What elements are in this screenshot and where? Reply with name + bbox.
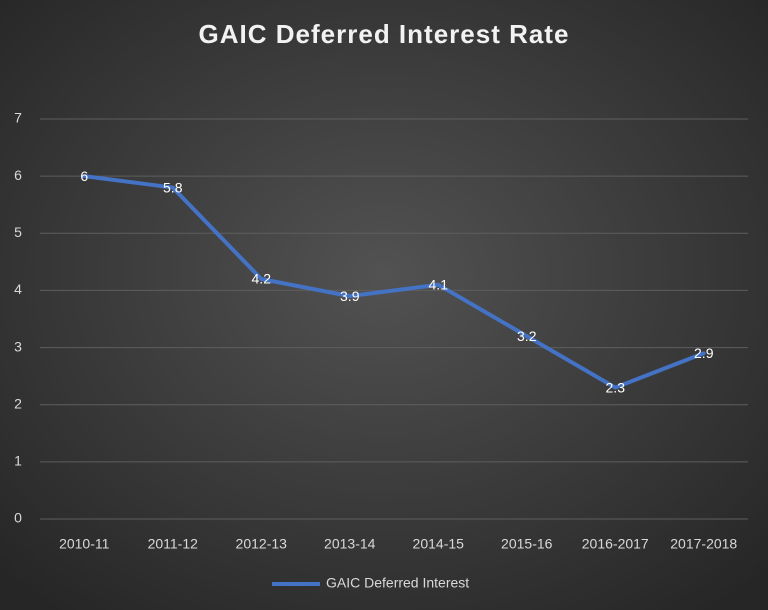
data-label: 4.1	[429, 276, 449, 292]
data-label: 2.3	[606, 379, 626, 395]
y-tick-label: 0	[14, 510, 22, 526]
y-tick-label: 2	[14, 395, 22, 411]
data-label: 3.2	[517, 328, 537, 344]
y-tick-label: 6	[14, 167, 22, 183]
y-tick-label: 4	[14, 281, 22, 297]
x-tick-label: 2012-13	[236, 536, 288, 552]
legend-label: GAIC Deferred Interest	[326, 575, 469, 591]
data-label: 5.8	[163, 179, 183, 195]
y-tick-label: 1	[14, 453, 22, 469]
y-tick-label: 7	[14, 110, 22, 126]
x-tick-label: 2015-16	[501, 536, 553, 552]
data-label: 3.9	[340, 288, 360, 304]
x-tick-label: 2010-11	[59, 536, 110, 552]
data-label: 6	[80, 168, 88, 184]
x-tick-label: 2014-15	[413, 536, 465, 552]
x-tick-label: 2013-14	[324, 536, 376, 552]
line	[82, 174, 706, 390]
chart-title: GAIC Deferred Interest Rate	[199, 19, 570, 49]
x-tick-label: 2016-2017	[582, 536, 649, 552]
y-tick-label: 5	[14, 224, 22, 240]
x-tick-label: 2011-12	[148, 536, 199, 552]
y-tick-label: 3	[14, 338, 22, 354]
data-label: 4.2	[252, 271, 272, 287]
x-tick-label: 2017-2018	[670, 536, 737, 552]
data-label: 2.9	[694, 345, 714, 361]
